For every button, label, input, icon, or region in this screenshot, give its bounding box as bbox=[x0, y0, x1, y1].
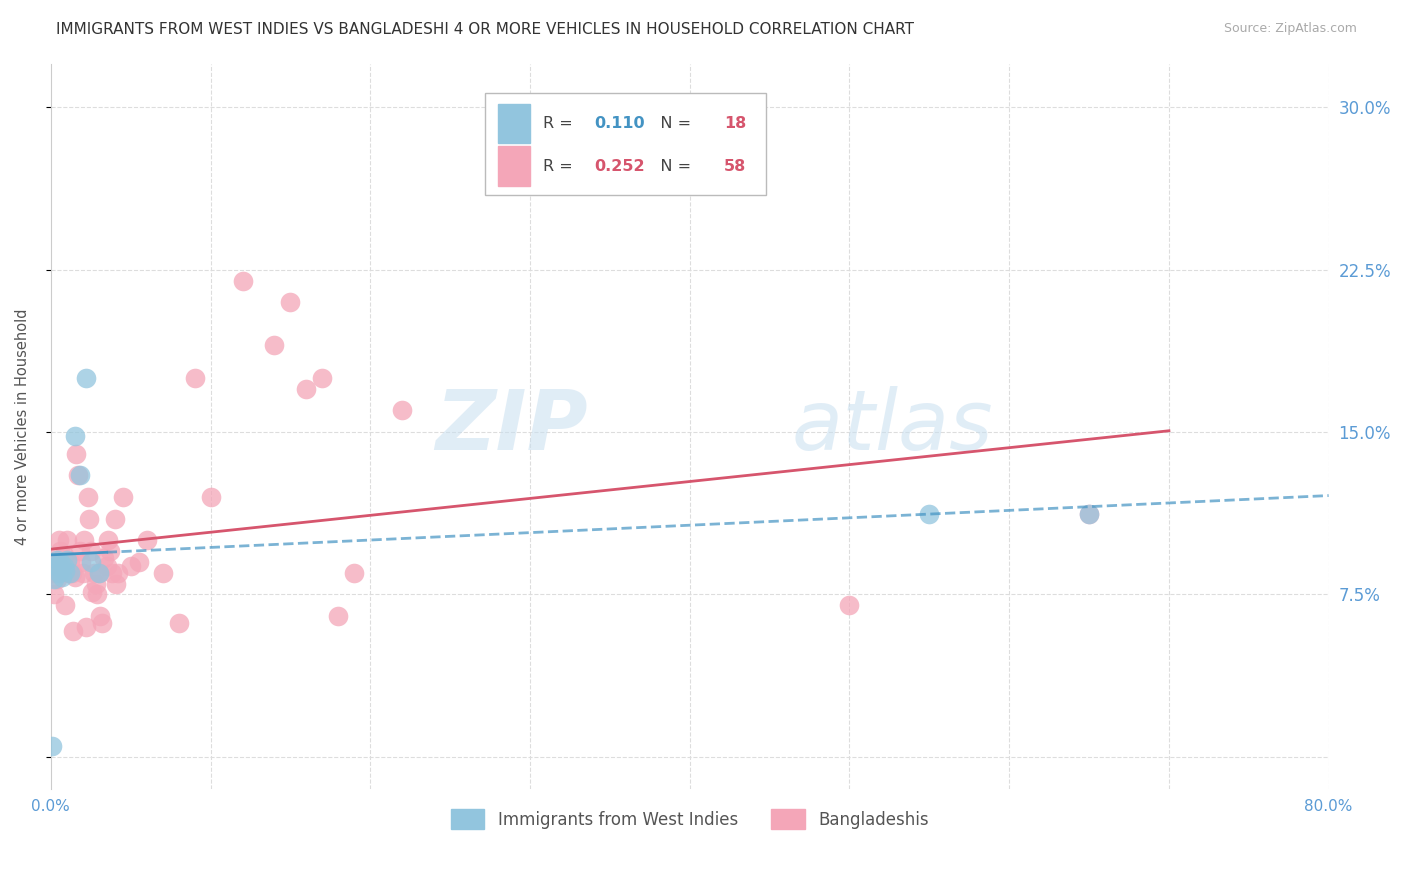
Point bbox=[76, 490, 98, 504]
Point bbox=[87, 566, 110, 580]
Point bbox=[52, 559, 75, 574]
Point bbox=[311, 371, 333, 385]
Point bbox=[72, 566, 94, 580]
Point bbox=[51, 570, 73, 584]
Text: atlas: atlas bbox=[792, 386, 994, 467]
Point bbox=[48, 566, 70, 580]
Point bbox=[167, 615, 190, 630]
Bar bbox=[498, 103, 530, 144]
Text: 58: 58 bbox=[724, 159, 747, 174]
Point bbox=[56, 553, 79, 567]
FancyBboxPatch shape bbox=[485, 93, 766, 194]
Point bbox=[75, 371, 97, 385]
Text: N =: N = bbox=[645, 159, 696, 174]
Point bbox=[89, 609, 111, 624]
Point bbox=[62, 624, 84, 639]
Point bbox=[56, 533, 79, 548]
Point bbox=[91, 615, 114, 630]
Point bbox=[100, 566, 122, 580]
Point bbox=[59, 566, 82, 580]
Point bbox=[53, 599, 76, 613]
Point bbox=[87, 566, 110, 580]
Point bbox=[98, 544, 121, 558]
Point bbox=[53, 564, 76, 578]
Point bbox=[42, 572, 65, 586]
Point bbox=[63, 429, 86, 443]
Point bbox=[200, 490, 222, 504]
Point bbox=[83, 566, 105, 580]
Point bbox=[80, 544, 103, 558]
Text: 18: 18 bbox=[724, 116, 747, 131]
Point bbox=[104, 511, 127, 525]
Point bbox=[86, 587, 108, 601]
Point bbox=[46, 553, 69, 567]
Point bbox=[135, 533, 157, 548]
Point bbox=[280, 295, 302, 310]
Point bbox=[65, 447, 87, 461]
Text: Source: ZipAtlas.com: Source: ZipAtlas.com bbox=[1223, 22, 1357, 36]
Point bbox=[1078, 508, 1101, 522]
Point bbox=[70, 555, 93, 569]
Point bbox=[77, 511, 100, 525]
Point bbox=[295, 382, 318, 396]
Point bbox=[49, 544, 72, 558]
Point bbox=[45, 559, 67, 574]
Text: IMMIGRANTS FROM WEST INDIES VS BANGLADESHI 4 OR MORE VEHICLES IN HOUSEHOLD CORRE: IMMIGRANTS FROM WEST INDIES VS BANGLADES… bbox=[56, 22, 914, 37]
Point bbox=[80, 555, 103, 569]
Point bbox=[58, 566, 80, 580]
Text: ZIP: ZIP bbox=[434, 386, 588, 467]
Text: R =: R = bbox=[543, 159, 578, 174]
Point bbox=[63, 570, 86, 584]
Point bbox=[97, 533, 120, 548]
Point bbox=[918, 508, 941, 522]
Point bbox=[49, 555, 72, 569]
Text: 0.252: 0.252 bbox=[593, 159, 644, 174]
Point bbox=[107, 566, 129, 580]
Point bbox=[41, 739, 63, 753]
Point bbox=[48, 533, 70, 548]
Point bbox=[96, 559, 118, 574]
Legend: Immigrants from West Indies, Bangladeshis: Immigrants from West Indies, Bangladeshi… bbox=[444, 803, 935, 835]
Text: N =: N = bbox=[645, 116, 696, 131]
Point bbox=[41, 566, 63, 580]
Point bbox=[231, 273, 253, 287]
Point bbox=[45, 555, 67, 569]
Point bbox=[263, 338, 285, 352]
Point bbox=[59, 555, 82, 569]
Text: R =: R = bbox=[543, 116, 578, 131]
Y-axis label: 4 or more Vehicles in Household: 4 or more Vehicles in Household bbox=[15, 309, 30, 545]
Point bbox=[93, 550, 115, 565]
Point bbox=[120, 559, 142, 574]
Point bbox=[82, 585, 104, 599]
Point bbox=[52, 549, 75, 563]
Point bbox=[73, 533, 96, 548]
Point bbox=[1078, 508, 1101, 522]
Point bbox=[84, 576, 107, 591]
Text: 0.110: 0.110 bbox=[593, 116, 644, 131]
Point bbox=[46, 572, 69, 586]
Point bbox=[42, 587, 65, 601]
Point bbox=[328, 609, 350, 624]
Point bbox=[128, 555, 150, 569]
Point bbox=[69, 468, 91, 483]
Point bbox=[391, 403, 413, 417]
Point bbox=[152, 566, 174, 580]
Point bbox=[69, 544, 91, 558]
Bar bbox=[498, 146, 530, 186]
Point bbox=[51, 559, 73, 574]
Point bbox=[105, 576, 128, 591]
Point bbox=[66, 468, 89, 483]
Point bbox=[343, 566, 366, 580]
Point bbox=[183, 371, 205, 385]
Point bbox=[75, 620, 97, 634]
Point bbox=[838, 599, 860, 613]
Point bbox=[60, 566, 83, 580]
Point bbox=[111, 490, 134, 504]
